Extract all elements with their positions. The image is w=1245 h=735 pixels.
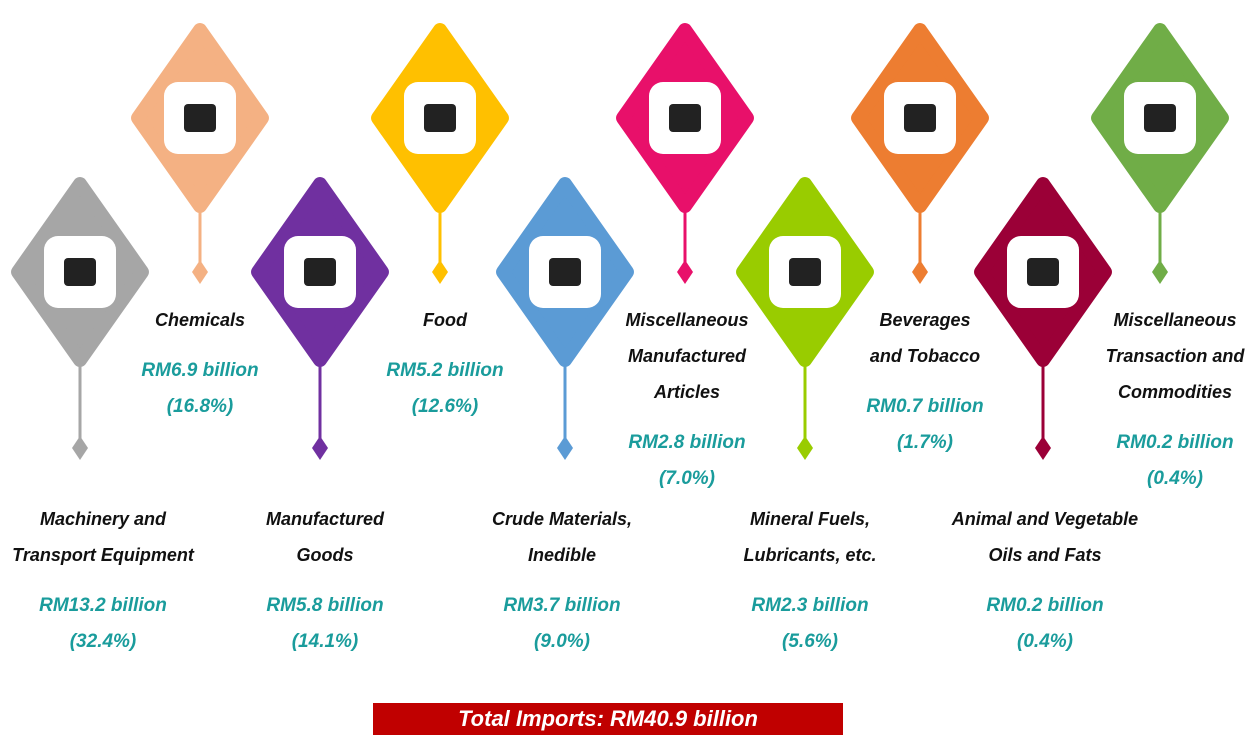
node [371, 23, 509, 284]
node [251, 177, 389, 460]
node [131, 23, 269, 284]
stem-diamond [72, 436, 88, 460]
item-value: RM13.2 billion [39, 595, 167, 616]
item-share: (32.4%) [70, 631, 137, 652]
item-value: RM3.7 billion [503, 595, 620, 616]
stem-diamond [557, 436, 573, 460]
node [974, 177, 1112, 460]
item-value: RM5.2 billion [386, 360, 503, 381]
node [736, 177, 874, 460]
item-share: (16.8%) [167, 396, 234, 417]
stem-diamond [1152, 260, 1168, 284]
item-share: (0.4%) [1017, 631, 1073, 652]
stem-diamond [432, 260, 448, 284]
item-value: RM0.2 billion [986, 595, 1103, 616]
node [496, 177, 634, 460]
item-name: and Tobacco [870, 346, 980, 366]
item-name: Animal and Vegetable [951, 509, 1138, 529]
item-value: RM5.8 billion [266, 595, 383, 616]
icon [1144, 104, 1176, 132]
stem-diamond [912, 260, 928, 284]
item-name: Crude Materials, [492, 509, 632, 529]
item-name: Miscellaneous [1113, 310, 1236, 330]
node [851, 23, 989, 284]
icon [669, 104, 701, 132]
item-name: Oils and Fats [988, 545, 1101, 565]
stem-diamond [797, 436, 813, 460]
icon [184, 104, 216, 132]
node [616, 23, 754, 284]
item-name: Transaction and [1106, 346, 1245, 366]
stem-diamond [312, 436, 328, 460]
item-share: (1.7%) [897, 432, 953, 453]
stem-diamond [1035, 436, 1051, 460]
item-value: RM2.3 billion [751, 595, 868, 616]
diamonds [11, 23, 1229, 460]
item-share: (12.6%) [412, 396, 479, 417]
item-share: (9.0%) [534, 631, 590, 652]
item-name: Food [423, 310, 468, 330]
item-name: Mineral Fuels, [750, 509, 870, 529]
item-share: (5.6%) [782, 631, 838, 652]
node [1091, 23, 1229, 284]
item-name: Machinery and [40, 509, 167, 529]
icon [424, 104, 456, 132]
item-share: (14.1%) [292, 631, 359, 652]
icon [1027, 258, 1059, 286]
node [11, 177, 149, 460]
icon [304, 258, 336, 286]
item-name: Beverages [879, 310, 970, 330]
item-value: RM6.9 billion [141, 360, 258, 381]
item-name: Commodities [1118, 382, 1232, 402]
item-name: Inedible [528, 545, 596, 565]
icon [904, 104, 936, 132]
item-name: Miscellaneous [625, 310, 748, 330]
icon [549, 258, 581, 286]
icon [789, 258, 821, 286]
item-name: Goods [297, 545, 354, 565]
item-name: Articles [653, 382, 720, 402]
item-name: Lubricants, etc. [743, 545, 876, 565]
total-text: Total Imports: RM40.9 billion [458, 706, 758, 731]
icon [64, 258, 96, 286]
item-name: Manufactured [628, 346, 747, 366]
item-value: RM0.2 billion [1116, 432, 1233, 453]
item-value: RM2.8 billion [628, 432, 745, 453]
item-name: Transport Equipment [12, 545, 195, 565]
item-name: Manufactured [266, 509, 385, 529]
item-value: RM0.7 billion [866, 396, 983, 417]
stem-diamond [677, 260, 693, 284]
item-share: (7.0%) [659, 468, 715, 489]
stem-diamond [192, 260, 208, 284]
item-share: (0.4%) [1147, 468, 1203, 489]
total-banner [373, 703, 843, 735]
item-name: Chemicals [155, 310, 245, 330]
